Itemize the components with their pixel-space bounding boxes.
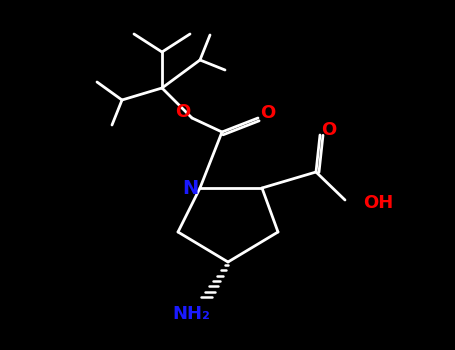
Text: OH: OH — [363, 194, 393, 212]
Text: O: O — [321, 121, 337, 139]
Text: N: N — [182, 180, 198, 198]
Text: O: O — [175, 103, 191, 121]
Text: O: O — [260, 104, 276, 122]
Text: NH₂: NH₂ — [172, 305, 210, 323]
